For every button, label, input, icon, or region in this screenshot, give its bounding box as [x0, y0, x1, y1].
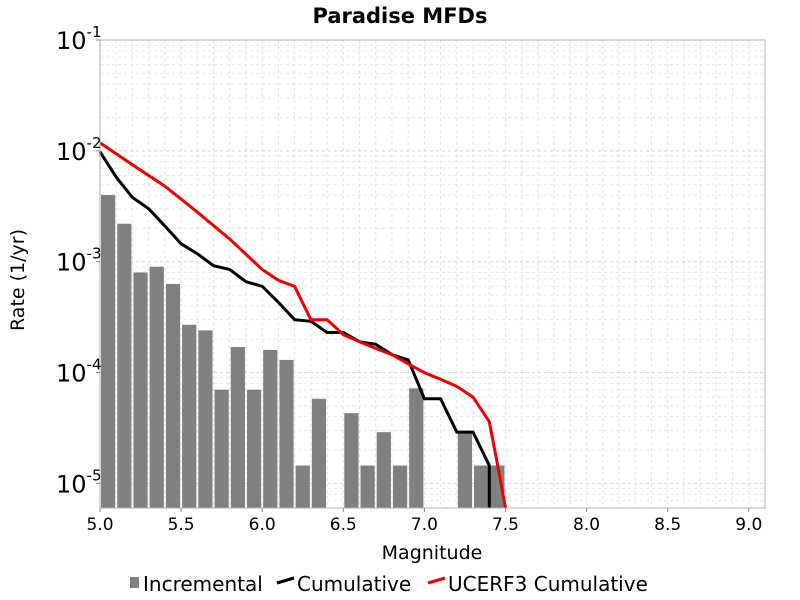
legend-swatch-line — [276, 576, 295, 585]
incremental-bar — [457, 432, 473, 508]
grid — [99, 39, 765, 509]
x-tick-label: 8.0 — [573, 515, 600, 535]
legend: Incremental Cumulative UCERF3 Cumulative — [130, 572, 648, 596]
incremental-bar — [214, 389, 229, 508]
x-tick-label: 6.5 — [330, 515, 357, 535]
y-tick-label: 10-3 — [56, 245, 102, 277]
legend-label: Incremental — [143, 572, 263, 596]
incremental-bar — [230, 347, 245, 508]
incremental-bar — [182, 324, 197, 508]
y-axis-label: Rate (1/yr) — [7, 229, 29, 331]
x-tick-label: 5.0 — [86, 515, 113, 535]
incremental-bar — [311, 398, 327, 508]
incremental-bar — [295, 465, 310, 508]
incremental-bars — [101, 194, 505, 508]
legend-label: UCERF3 Cumulative — [448, 572, 648, 596]
legend-swatch-incremental — [130, 577, 139, 588]
chart-title: Paradise MFDs — [313, 4, 488, 28]
incremental-bar — [376, 432, 391, 508]
incremental-bar — [133, 272, 148, 508]
x-tick-label: 7.0 — [411, 515, 438, 535]
incremental-bar — [279, 359, 294, 508]
x-tick-label: 6.0 — [249, 515, 276, 535]
incremental-bar — [165, 283, 181, 508]
y-tick-label: 10-4 — [56, 356, 102, 388]
legend-label: Cumulative — [297, 572, 411, 596]
incremental-bar — [344, 413, 359, 508]
y-axis-ticks: 10-5 10-4 10-3 10-2 10-1 — [56, 23, 102, 498]
incremental-bar — [246, 389, 262, 508]
incremental-bar — [474, 465, 489, 508]
x-tick-label: 9.0 — [735, 515, 762, 535]
incremental-bar — [149, 266, 164, 508]
x-tick-label: 5.5 — [168, 515, 195, 535]
incremental-bar — [117, 223, 132, 508]
cumulative-lines — [98, 141, 507, 509]
legend-swatch-line — [427, 576, 446, 585]
y-tick-label: 10-2 — [56, 134, 102, 166]
plot-frame — [99, 39, 766, 509]
x-tick-label: 8.5 — [654, 515, 681, 535]
incremental-bar — [360, 465, 375, 508]
ucerf3-cumulative-line — [99, 141, 507, 509]
cumulative-line — [98, 150, 491, 508]
y-tick-label: 10-5 — [56, 466, 102, 498]
incremental-bar — [409, 388, 424, 508]
x-tick-label: 7.5 — [492, 515, 519, 535]
incremental-bar — [198, 330, 213, 508]
incremental-bar — [263, 349, 278, 508]
y-tick-label: 10-1 — [56, 23, 102, 55]
x-axis-ticks: 5.0 5.5 6.0 6.5 7.0 7.5 8.0 8.5 9.0 — [86, 508, 762, 535]
x-axis-label: Magnitude — [382, 542, 483, 564]
incremental-bar — [392, 465, 408, 508]
incremental-bar — [101, 194, 116, 508]
